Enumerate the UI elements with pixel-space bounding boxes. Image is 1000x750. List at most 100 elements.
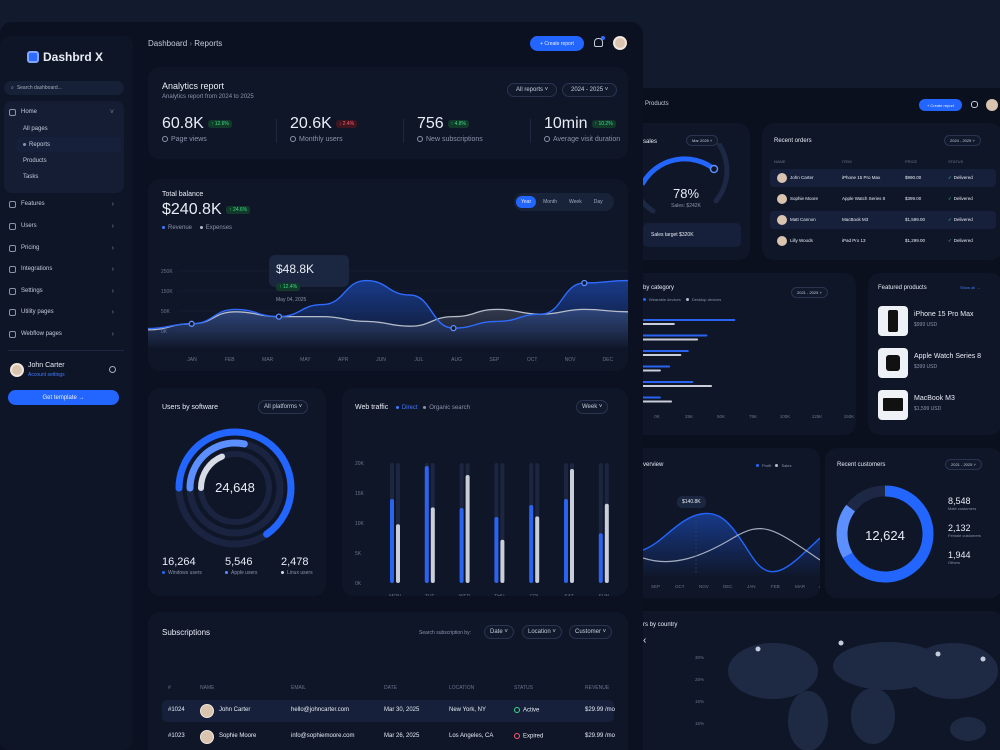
customer-filter[interactable]: Customer ˅ bbox=[569, 625, 613, 639]
x-tick-label: JUL bbox=[414, 357, 423, 363]
pricing-icon bbox=[9, 244, 16, 252]
order-price: $1,599.00 bbox=[905, 217, 926, 222]
y-tick-label: 250K bbox=[161, 269, 173, 275]
check-icon: ✓ bbox=[948, 217, 952, 222]
bar-desktop bbox=[643, 323, 675, 325]
order-item: iPhone 15 Pro Max bbox=[842, 175, 881, 180]
user-card[interactable]: John Carter Account settings bbox=[10, 361, 122, 381]
order-row[interactable]: John Carter iPhone 15 Pro Max $990.00 ✓ Deli… bbox=[770, 169, 996, 187]
order-status: ✓ Delivered bbox=[948, 238, 973, 243]
back-arrow-icon[interactable]: ‹ bbox=[643, 635, 647, 646]
app-logo[interactable]: Dashbrd X bbox=[27, 50, 103, 64]
sales-target: Sales target $320K bbox=[643, 223, 741, 247]
bar-desktop bbox=[643, 400, 673, 403]
search-input[interactable]: ⌕ Search dashboard... bbox=[4, 81, 124, 95]
table-row[interactable]: #1024 John Carter hello@johncarter.com Mar … bbox=[162, 700, 615, 722]
analytics-subtitle: Analytics report from 2024 to 2025 bbox=[162, 94, 254, 100]
sub-email: info@sophiemoore.com bbox=[291, 733, 355, 739]
watch-image bbox=[878, 348, 908, 378]
platform-filter[interactable]: All platforms ˅ bbox=[258, 400, 309, 414]
order-row[interactable]: Sophie Moore Apple Watch Series 8 $399.00 ✓… bbox=[770, 190, 996, 208]
sidebar-item-home[interactable]: Home ˅ bbox=[4, 105, 124, 119]
kpi-label: New subscriptions bbox=[417, 136, 537, 143]
sidebar-item-pricing[interactable]: Pricing › bbox=[4, 241, 124, 255]
bell-icon[interactable] bbox=[594, 36, 605, 47]
create-report-button[interactable]: + Create report bbox=[530, 36, 584, 51]
software-stat-apple: 5,546 Apple users bbox=[225, 556, 258, 576]
x-tick-label: WED bbox=[459, 594, 471, 596]
tab-month[interactable]: Month bbox=[543, 199, 558, 205]
theme-toggle-icon[interactable] bbox=[109, 366, 116, 373]
order-row[interactable]: Matt Cannon MacBook M3 $1,599.00 ✓ Delivered bbox=[770, 211, 996, 229]
order-status: ✓ Delivered bbox=[948, 196, 973, 201]
orders-filter[interactable]: 2024 - 2025 ˅ bbox=[944, 135, 981, 146]
sidebar-item-users[interactable]: Users › bbox=[4, 219, 124, 233]
subscriptions-title: Subscriptions bbox=[162, 628, 211, 637]
kpi-value: 10min bbox=[544, 115, 588, 132]
sub-col-header: # bbox=[168, 685, 171, 691]
tab-week[interactable]: Week bbox=[569, 199, 582, 205]
order-item: iPad Pro 13 bbox=[842, 238, 866, 243]
bar-desktop bbox=[643, 369, 661, 372]
check-icon: ✓ bbox=[948, 238, 952, 243]
overview-tooltip: $140.8K bbox=[677, 496, 706, 508]
sidebar-sub-all-pages[interactable]: All pages bbox=[23, 125, 48, 132]
avatar bbox=[777, 236, 787, 246]
balance-card: Total balance $240.8K ↑ 24.6% Revenue Ex… bbox=[148, 179, 628, 371]
right-create-button[interactable]: + Create report bbox=[919, 99, 962, 111]
table-row[interactable]: #1023 Sophie Moore info@sophiemoore.com Mar… bbox=[162, 726, 615, 748]
avatar bbox=[777, 173, 787, 183]
category-card: by category Wearable devices Desktop dev… bbox=[643, 273, 856, 435]
all-reports-filter[interactable]: All reports ˅ bbox=[507, 83, 558, 97]
week-filter[interactable]: Week ˅ bbox=[576, 400, 609, 414]
x-tick-label: OCT bbox=[527, 357, 538, 363]
sales-gauge bbox=[643, 143, 730, 214]
sidebar-item-integrations[interactable]: Integrations › bbox=[4, 262, 124, 276]
customers-stat-female: 2,132 Female customers bbox=[948, 523, 981, 538]
breadcrumb-root[interactable]: Dashboard bbox=[148, 39, 188, 48]
sidebar-item-settings[interactable]: Settings › bbox=[4, 284, 124, 298]
sidebar-item-utility[interactable]: Utility pages › bbox=[4, 305, 124, 319]
country-tick: 15% bbox=[695, 721, 705, 726]
sidebar-sub-reports[interactable]: Reports bbox=[16, 137, 121, 152]
range-filter[interactable]: 2024 - 2025 ˅ bbox=[562, 83, 618, 97]
avatar bbox=[777, 194, 787, 204]
sidebar-sub-tasks[interactable]: Tasks bbox=[23, 173, 39, 180]
header-avatar[interactable] bbox=[613, 36, 627, 50]
kpi-badge: ↑ 12.6% bbox=[207, 119, 232, 128]
right-avatar[interactable] bbox=[986, 99, 998, 111]
right-bell-icon[interactable] bbox=[971, 101, 978, 108]
sales-filter[interactable]: Mar 2025 ˅ bbox=[686, 135, 719, 146]
tab-year[interactable]: Year bbox=[516, 196, 537, 208]
integrations-icon bbox=[9, 265, 16, 273]
x-tick-label: 150K bbox=[844, 414, 855, 419]
revenue-point bbox=[450, 324, 457, 332]
account-settings-link[interactable]: Account settings bbox=[28, 372, 65, 378]
get-template-button[interactable]: Get template → bbox=[8, 390, 119, 405]
balance-title: Total balance bbox=[162, 191, 204, 198]
orders-col-header: PRICE bbox=[905, 159, 918, 164]
bar-desktop bbox=[643, 354, 682, 356]
sidebar-item-features[interactable]: Features › bbox=[4, 197, 124, 211]
x-tick-label: JUN bbox=[376, 357, 386, 363]
tab-day[interactable]: Day bbox=[593, 199, 603, 205]
bar-desktop bbox=[643, 385, 713, 387]
bar-organic bbox=[535, 516, 540, 583]
category-filter[interactable]: 2021 - 2025 ˅ bbox=[791, 287, 828, 298]
x-tick-label: SEP bbox=[651, 584, 661, 589]
orders-col-header: STATUS bbox=[948, 159, 964, 164]
sidebar-item-webflow[interactable]: Webflow pages › bbox=[4, 327, 124, 341]
sidebar-sub-products[interactable]: Products bbox=[23, 157, 47, 164]
recent-customers-card: Recent customers 2021 - 2025 ˅ 12,624 8,… bbox=[825, 448, 1000, 598]
order-name: Matt Cannon bbox=[790, 217, 816, 222]
analytics-title: Analytics report bbox=[162, 81, 225, 91]
customers-filter[interactable]: 2021 - 2025 ˅ bbox=[945, 459, 982, 470]
show-all-link[interactable]: Show all → bbox=[960, 285, 981, 290]
users-icon bbox=[9, 222, 16, 230]
date-filter[interactable]: Date ˅ bbox=[484, 625, 514, 639]
sidebar: Dashbrd X ⌕ Search dashboard... Home ˅ All… bbox=[0, 36, 133, 750]
kpi-badge: ↓ 2.4% bbox=[335, 119, 358, 128]
bar-organic bbox=[500, 539, 505, 583]
order-row[interactable]: Lilly Woods iPad Pro 13 $1,299.00 ✓ Delivere… bbox=[770, 232, 996, 250]
location-filter[interactable]: Location ˅ bbox=[522, 625, 562, 639]
